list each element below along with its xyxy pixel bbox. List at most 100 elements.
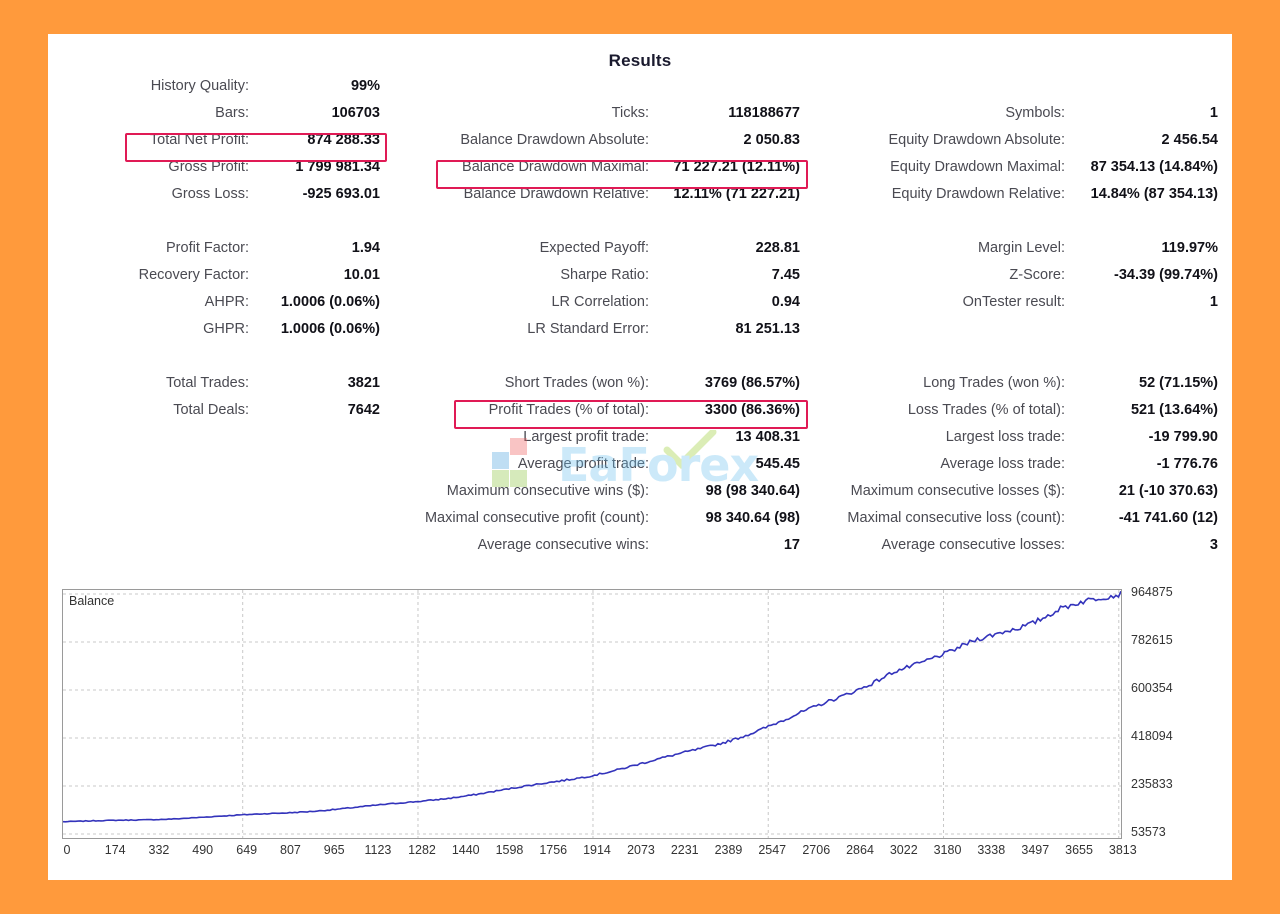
chart-plot-area: Balance [62, 589, 1122, 839]
stat-label: Equity Drawdown Maximal: [890, 159, 1065, 175]
stat-value: 71 227.21 (12.11%) [673, 159, 800, 175]
chart-x-tick: 1598 [495, 843, 524, 857]
stats-cell: Average loss trade: -1 776.76 [808, 456, 1232, 483]
stat-label: LR Standard Error: [527, 321, 649, 337]
stat-value: 1.0006 (0.06%) [280, 321, 380, 337]
chart-x-tick: 3497 [1021, 843, 1050, 857]
chart-x-tick: 174 [104, 843, 126, 857]
stats-cell: Maximum consecutive wins ($): 98 (98 340.… [388, 483, 808, 510]
chart-y-tick: 964875 [1131, 585, 1173, 599]
stat-value: -1 776.76 [1156, 456, 1218, 472]
stat-value: 1.0006 (0.06%) [280, 294, 380, 310]
chart-x-tick: 3813 [1108, 843, 1137, 857]
stats-cell: Balance Drawdown Absolute: 2 050.83 [388, 132, 808, 159]
stat-value: 7642 [347, 402, 380, 418]
chart-y-tick: 235833 [1131, 777, 1173, 791]
stat-value: 874 288.33 [307, 132, 380, 148]
chart-x-tick: 2231 [670, 843, 699, 857]
chart-x-axis: 0 174 332 490 649 807 965 1123 1282 1440 1598 1756 1… [62, 841, 1137, 863]
chart-x-tick: 1282 [408, 843, 436, 857]
chart-x-tick: 2073 [627, 843, 655, 857]
stat-label: Expected Payoff: [539, 240, 649, 256]
chart-x-tick: 332 [148, 843, 170, 857]
stat-label: Ticks: [611, 105, 649, 121]
stat-value: 21 (-10 370.63) [1118, 483, 1218, 499]
stat-value: 2 050.83 [743, 132, 800, 148]
stat-label: Short Trades (won %): [504, 375, 649, 391]
stats-cell: GHPR: 1.0006 (0.06%) [48, 321, 388, 348]
chart-x-tick: 2389 [714, 843, 743, 857]
stats-cell: Maximal consecutive loss (count): -41 741… [808, 510, 1232, 537]
stats-cell: Gross Profit: 1 799 981.34 [48, 159, 388, 186]
chart-y-tick: 53573 [1131, 825, 1166, 839]
chart-x-tick: 3180 [933, 843, 962, 857]
stats-cell [48, 429, 388, 456]
stat-label: Gross Loss: [171, 186, 249, 202]
stat-value: 3769 (86.57%) [704, 375, 800, 391]
stats-row: Average profit trade: 545.45 Average loss … [48, 456, 1232, 483]
stats-cell: Total Trades: 3821 [48, 375, 388, 402]
chart-y-tick: 418094 [1131, 728, 1173, 743]
stat-label: Equity Drawdown Relative: [891, 186, 1065, 202]
stats-cell: Equity Drawdown Absolute: 2 456.54 [808, 132, 1232, 159]
stat-label: Average consecutive losses: [881, 537, 1065, 553]
stat-label: Maximal consecutive loss (count): [847, 510, 1065, 526]
stats-cell: Balance Drawdown Maximal: 71 227.21 (12.1… [388, 159, 808, 186]
chart-y-tick: 600354 [1131, 681, 1173, 695]
statistics-grid: History Quality: 99% Bars: 106703 Ticks: 1181… [48, 78, 1232, 564]
stats-cell: Profit Factor: 1.94 [48, 240, 388, 267]
stats-row: Average consecutive wins: 17 Average conse… [48, 537, 1232, 564]
stats-cell: Symbols: 1 [808, 105, 1232, 132]
stat-label: Largest loss trade: [945, 429, 1065, 445]
stat-label: Maximum consecutive wins ($): [446, 483, 649, 499]
chart-x-tick: 490 [192, 843, 214, 857]
stats-cell: Total Deals: 7642 [48, 402, 388, 429]
stats-row: Bars: 106703 Ticks: 118188677 Symbols: 1 [48, 105, 1232, 132]
chart-x-tick: 2706 [802, 843, 831, 857]
stat-label: Margin Level: [977, 240, 1065, 256]
stats-cell [48, 456, 388, 483]
stat-value: 1 [1209, 294, 1218, 310]
stat-value: 98 340.64 (98) [705, 510, 800, 526]
stat-label: Largest profit trade: [523, 429, 649, 445]
stat-label: Z-Score: [1009, 267, 1065, 283]
chart-x-tick: 1756 [539, 843, 568, 857]
stats-row: Gross Profit: 1 799 981.34 Balance Drawdow… [48, 159, 1232, 186]
stat-label: Symbols: [1005, 105, 1065, 121]
stats-cell: LR Standard Error: 81 251.13 [388, 321, 808, 348]
stats-cell: Margin Level: 119.97% [808, 240, 1232, 267]
stat-value: -925 693.01 [302, 186, 380, 202]
stat-value: 0.94 [771, 294, 800, 310]
stat-value: 521 (13.64%) [1130, 402, 1218, 418]
chart-x-tick: 3022 [889, 843, 918, 857]
stat-value: 2 456.54 [1161, 132, 1218, 148]
stats-cell: Long Trades (won %): 52 (71.15%) [808, 375, 1232, 402]
stat-label: Long Trades (won %): [923, 375, 1065, 391]
stats-row: History Quality: 99% [48, 78, 1232, 105]
chart-x-tick: 965 [323, 843, 345, 857]
stat-value: 3821 [347, 375, 380, 391]
stat-value: 14.84% (87 354.13) [1090, 186, 1218, 202]
chart-series-label: Balance [69, 594, 115, 608]
stat-value: 87 354.13 (14.84%) [1090, 159, 1218, 175]
stats-cell: Recovery Factor: 10.01 [48, 267, 388, 294]
chart-y-axis: 964875 782615 600354 418094 235833 53573 [1125, 585, 1220, 839]
stats-cell: Profit Trades (% of total): 3300 (86.36%) [388, 402, 808, 429]
stat-value: 228.81 [755, 240, 800, 256]
stat-value: 7.45 [771, 267, 800, 283]
stats-spacer [48, 213, 1232, 240]
stat-label: Average consecutive wins: [477, 537, 649, 553]
stats-row: GHPR: 1.0006 (0.06%) LR Standard Error: 81 … [48, 321, 1232, 348]
stats-cell: History Quality: 99% [48, 78, 388, 105]
stat-value: 545.45 [755, 456, 800, 472]
stat-value: -41 741.60 (12) [1118, 510, 1218, 526]
stat-label: Recovery Factor: [138, 267, 249, 283]
stat-label: Balance Drawdown Absolute: [460, 132, 649, 148]
page-title: Results [608, 51, 672, 70]
stats-row: AHPR: 1.0006 (0.06%) LR Correlation: 0.94 On… [48, 294, 1232, 321]
stat-label: Total Net Profit: [149, 132, 249, 148]
stat-value: 118188677 [728, 105, 800, 121]
stats-row: Maximal consecutive profit (count): 98 34… [48, 510, 1232, 537]
stats-cell: Average consecutive wins: 17 [388, 537, 808, 564]
stats-cell: Z-Score: -34.39 (99.74%) [808, 267, 1232, 294]
